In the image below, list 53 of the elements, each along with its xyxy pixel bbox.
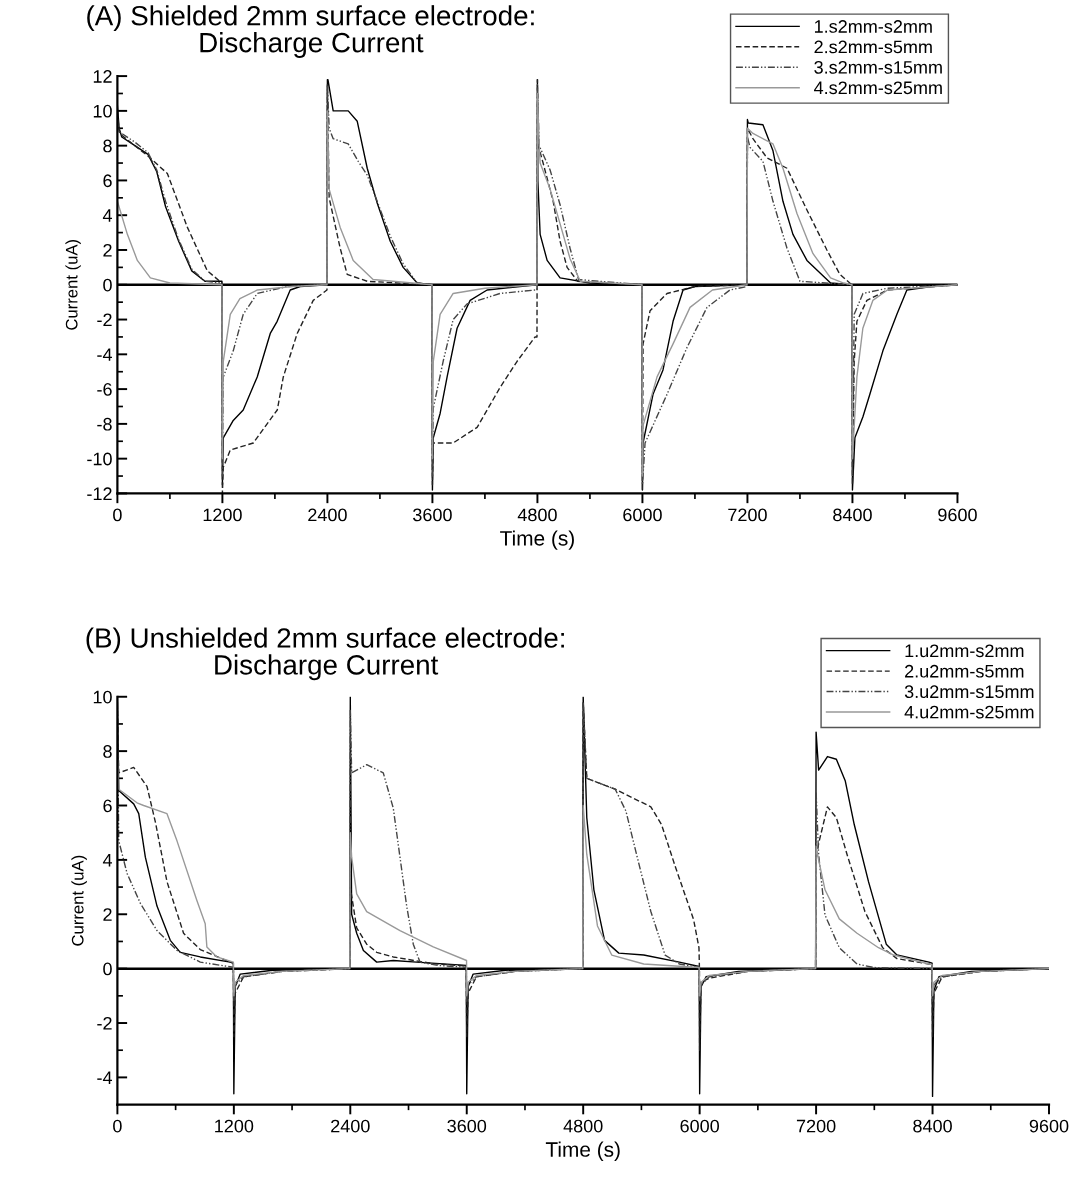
y-tick-label: -2 (97, 1016, 112, 1030)
x-tick-label: 9600 (1029, 1119, 1069, 1133)
legend-label: 1.s2mm-s2mm (814, 20, 932, 33)
y-tick-label: 2 (103, 243, 112, 257)
y-tick-label: -2 (97, 313, 112, 327)
legend-label: 4.s2mm-s25mm (814, 81, 942, 95)
x-tick-label: 6000 (623, 508, 662, 522)
y-tick-label: -12 (87, 487, 112, 500)
legend-label: 1.u2mm-s2mm (905, 644, 1024, 658)
y-tick-label: -4 (97, 348, 113, 361)
y-axis-title: Current (uA) (65, 239, 81, 330)
legend-label: 4.u2mm-s25mm (904, 705, 1034, 719)
x-tick-label: 1200 (215, 1119, 254, 1133)
y-tick-label: 8 (103, 745, 112, 758)
y-tick-label: 0 (103, 962, 112, 976)
y-tick-label: 8 (103, 139, 112, 153)
y-tick-label: 10 (93, 690, 112, 704)
y-tick-label: 6 (103, 174, 112, 188)
y-tick-label: -4 (97, 1071, 113, 1084)
y-axis-title: Current (uA) (71, 855, 87, 946)
y-tick-label: -8 (97, 417, 112, 431)
y-tick-label: 4 (102, 854, 112, 867)
x-tick-label: 4800 (563, 1119, 603, 1133)
y-tick-label: 0 (103, 278, 112, 292)
x-tick-label: 3600 (413, 508, 452, 522)
legend-label: 2.u2mm-s5mm (905, 664, 1024, 678)
x-tick-label: 0 (113, 508, 122, 522)
y-tick-label: 10 (93, 104, 112, 118)
x-tick-label: 8400 (913, 1119, 952, 1133)
chart-title: (B) Unshielded 2mm surface electrode: Discharge Current (86, 627, 564, 681)
y-tick-label: 6 (103, 799, 112, 813)
x-tick-label: 9600 (938, 508, 977, 522)
y-tick-label: 12 (93, 70, 112, 83)
y-tick-label: -10 (87, 452, 112, 466)
x-axis-title: Time (s) (500, 530, 574, 550)
x-tick-label: 1200 (203, 508, 242, 522)
x-tick-label: 2400 (331, 1119, 370, 1133)
chart-title: (A) Shielded 2mm surface electrode: Discharge Current (87, 5, 534, 58)
x-tick-label: 7200 (796, 1119, 836, 1133)
legend-label: 3.u2mm-s15mm (904, 685, 1034, 699)
x-tick-label: 7200 (728, 508, 767, 522)
y-tick-label: 2 (103, 908, 112, 921)
legend-label: 2.s2mm-s5mm (814, 40, 932, 54)
x-tick-label: 0 (113, 1119, 122, 1133)
x-tick-label: 4800 (517, 508, 557, 522)
x-tick-label: 3600 (447, 1119, 487, 1133)
y-tick-label: -6 (97, 383, 112, 396)
legend-label: 3.s2mm-s15mm (814, 60, 942, 74)
x-tick-label: 2400 (308, 508, 347, 522)
x-tick-label: 8400 (833, 508, 872, 522)
y-tick-label: 4 (102, 209, 112, 222)
x-tick-label: 6000 (680, 1119, 720, 1133)
x-axis-title: Time (s) (545, 1141, 620, 1161)
